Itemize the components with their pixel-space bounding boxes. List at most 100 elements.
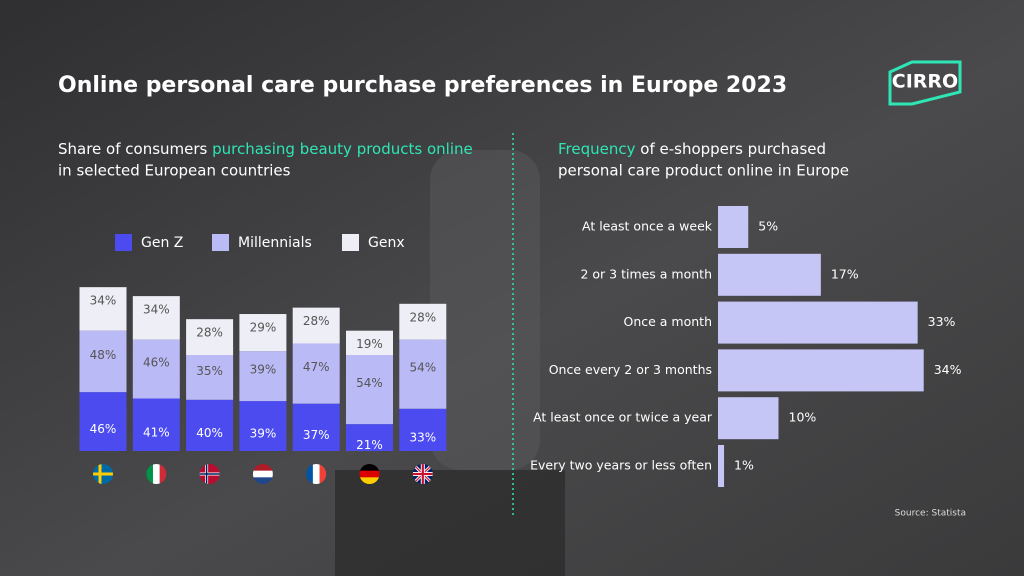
bar [718,301,918,344]
flag-part [359,470,380,478]
bar-segment [292,307,340,344]
y-tick-label: At least once a week [582,219,713,234]
subtitle-text: of e-shoppers purchased [636,140,827,158]
value-label: 46% [90,422,117,436]
logo: CIRRO [888,60,962,106]
bar [718,397,779,440]
value-label: 40% [196,426,223,440]
value-label: 19% [356,337,383,351]
subtitle: Share of consumers purchasing beauty pro… [58,140,473,158]
bar-segment [399,303,447,340]
y-tick-label: At least once or twice a year [533,410,713,425]
flag-part [359,464,380,471]
flag-part [312,464,320,484]
flag-part [319,464,327,484]
subtitle-text: Share of consumers [58,140,212,158]
bar-segment [132,339,180,399]
bar-segment [186,355,234,400]
bar-segment [346,330,393,355]
stand-decor [335,470,565,576]
bar-segment [239,314,287,352]
bar-segment [239,401,287,451]
legend-label: Millennials [238,235,312,251]
value-label: 39% [250,427,277,441]
flag [412,464,433,484]
subtitle: in selected European countries [58,162,291,180]
flag-part [252,477,273,484]
legend-swatch [212,234,229,251]
value-label: 33% [409,430,436,444]
flag-part [306,464,314,484]
bar [718,445,725,487]
legend-swatch [342,234,359,251]
value-label: 5% [758,219,778,234]
flag-part [98,464,102,484]
bar-segment [79,392,127,451]
legend-label: Genx [368,235,405,251]
subtitle-highlight: Frequency [558,140,636,158]
flag [93,464,113,484]
value-label: 48% [90,348,117,362]
bar-segment [292,403,340,451]
value-label: 54% [409,361,436,375]
bar [718,253,821,296]
subtitle: personal care product online in Europe [558,162,849,180]
logo-frame [888,60,962,106]
y-tick-label: Every two years or less often [530,458,712,473]
flag [252,464,273,484]
value-label: 17% [831,266,859,281]
source: Source: Statista [895,509,966,519]
bar-segment [399,339,447,409]
value-label: 34% [90,294,117,308]
flag-part [146,464,154,484]
value-label: 29% [250,321,277,335]
value-label: 46% [143,356,170,370]
subtitle: Frequency of e-shoppers purchased [558,140,826,158]
bar [718,349,924,392]
bar-segment [132,296,180,340]
flag-part [359,477,380,484]
bar-segment [79,330,127,393]
value-label: 34% [934,362,962,377]
value-label: 39% [250,363,277,377]
value-label: 41% [143,425,170,439]
subtitle-highlight: purchasing beauty products online [212,140,473,158]
flag [199,464,220,484]
y-tick-label: Once every 2 or 3 months [549,362,712,377]
bar-segment [186,399,234,451]
value-label: 47% [303,360,330,374]
bottle-decor [430,150,540,470]
value-label: 33% [928,314,956,329]
legend-swatch [115,234,132,251]
flag-part [205,464,208,484]
bar-segment [399,408,447,451]
bar [718,206,749,248]
value-label: 37% [303,428,330,442]
flag-part [159,464,167,484]
bar-segment [239,351,287,402]
bar-segment [132,398,180,451]
value-label: 54% [356,376,383,390]
value-label: 34% [143,303,170,317]
flag-part [252,470,273,478]
bar-segment [292,343,340,404]
bar-segment [346,355,393,425]
value-label: 10% [789,410,817,425]
logo-text: CIRRO [892,71,958,93]
flag-part [421,464,424,484]
value-label: 28% [409,310,436,324]
flag [306,464,327,484]
flag-part [252,464,273,471]
flag [146,464,167,484]
value-label: 1% [734,458,754,473]
value-label: 28% [196,326,223,340]
flag-part [152,464,160,484]
y-tick-label: 2 or 3 times a month [580,266,712,281]
flag-part [93,472,113,476]
flag [359,464,380,484]
value-label: 28% [303,314,330,328]
value-label: 21% [356,438,383,452]
legend-label: Gen Z [141,235,183,251]
